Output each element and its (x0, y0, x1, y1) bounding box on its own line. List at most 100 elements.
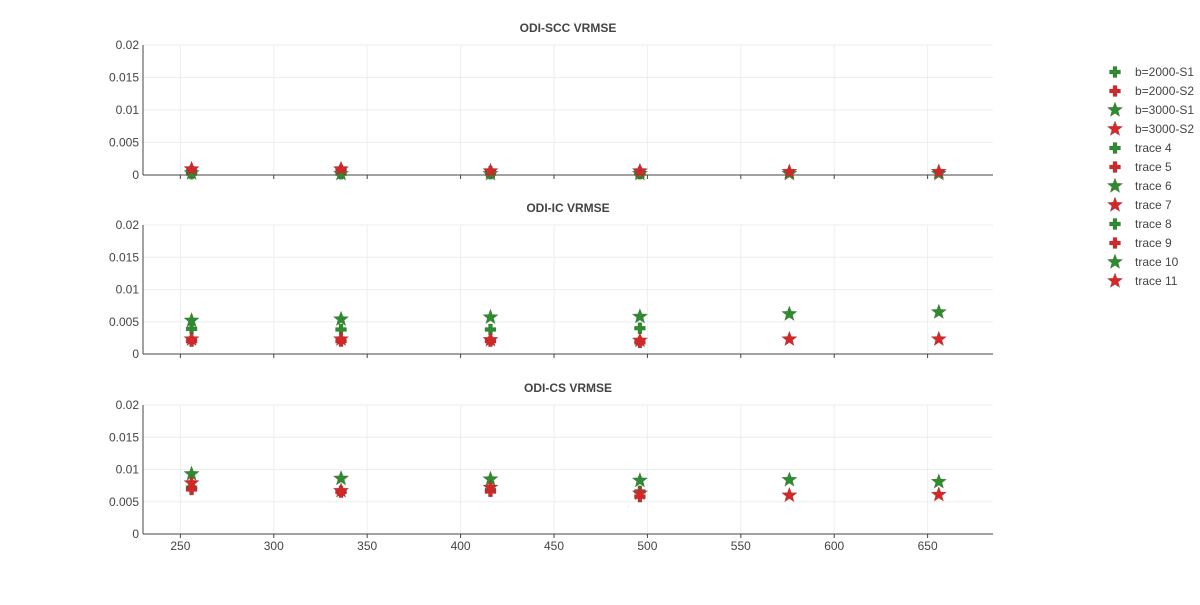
legend-label: b=3000-S1 (1135, 103, 1194, 117)
y-tick-label: 0.02 (116, 398, 140, 412)
legend-item[interactable]: trace 4 (1109, 141, 1173, 155)
legend: b=2000-S1 b=2000-S2 b=3000-S1 b=3000-S2 trac… (1106, 65, 1195, 288)
data-point-star (482, 308, 499, 325)
y-tick-label: 0.02 (116, 38, 140, 52)
data-point-star (781, 163, 798, 179)
series-trace-7 (183, 330, 947, 348)
series-trace-11 (183, 474, 947, 503)
data-point-star (183, 474, 200, 490)
data-point-star (332, 482, 350, 498)
subplot-title: ODI-CS VRMSE (524, 381, 612, 395)
legend-cross-icon (1109, 218, 1121, 230)
data-point-star (781, 330, 798, 347)
data-point-star (332, 160, 350, 177)
y-tick-label: 0.005 (109, 136, 139, 150)
y-tick-label: 0.02 (116, 218, 140, 232)
x-tick-label: 400 (451, 539, 471, 553)
data-point-star (482, 478, 499, 495)
y-tick-label: 0 (132, 347, 139, 361)
data-point-star (930, 473, 947, 489)
data-point-star (930, 330, 947, 347)
x-tick-label: 550 (731, 539, 751, 553)
subplot-title: ODI-IC VRMSE (526, 201, 609, 215)
legend-star-icon (1106, 272, 1124, 288)
y-tick-label: 0.005 (109, 495, 139, 509)
y-tick-label: 0.005 (109, 315, 139, 329)
data-point-cross (634, 322, 646, 334)
legend-label: b=2000-S1 (1135, 65, 1194, 79)
data-point-star (781, 471, 798, 487)
legend-item[interactable]: trace 9 (1109, 236, 1173, 250)
legend-item[interactable]: trace 8 (1109, 217, 1173, 231)
series-b-3000-s1 (183, 164, 947, 181)
x-tick-label: 250 (170, 539, 190, 553)
legend-item[interactable]: b=3000-S2 (1106, 120, 1194, 136)
legend-star-icon (1106, 196, 1124, 212)
y-tick-label: 0.01 (116, 283, 140, 297)
data-point-cross (335, 323, 347, 336)
data-point-cross (484, 323, 497, 336)
data-point-star (930, 303, 947, 320)
legend-item[interactable]: b=3000-S1 (1106, 101, 1194, 117)
legend-label: b=3000-S2 (1135, 122, 1194, 136)
legend-item[interactable]: trace 5 (1109, 160, 1173, 174)
data-point-star (183, 330, 200, 347)
legend-label: trace 6 (1135, 179, 1172, 193)
subplot-1: 0 0.005 0.01 0.015 0.02 ODI-SCC VRMSE (109, 21, 993, 182)
x-tick-label: 450 (544, 539, 564, 553)
legend-label: trace 5 (1135, 160, 1172, 174)
legend-cross-icon (1109, 66, 1121, 78)
legend-item[interactable]: trace 11 (1106, 272, 1178, 288)
legend-item[interactable]: trace 10 (1106, 253, 1179, 269)
legend-label: trace 8 (1135, 217, 1172, 231)
x-tick-label: 300 (264, 539, 284, 553)
y-tick-label: 0.01 (116, 103, 140, 117)
x-tick-label: 650 (918, 539, 938, 553)
x-tick-label: 500 (637, 539, 657, 553)
legend-label: trace 10 (1135, 255, 1179, 269)
legend-label: trace 9 (1135, 236, 1172, 250)
y-tick-label: 0.015 (109, 71, 139, 85)
series-trace-9 (185, 483, 646, 503)
legend-cross-icon (1109, 142, 1121, 154)
data-point-star (930, 163, 947, 179)
data-point-star (482, 331, 499, 347)
data-point-star (332, 165, 350, 181)
series-b-2000-s1 (185, 168, 646, 180)
legend-label: trace 4 (1135, 141, 1172, 155)
x-tick-label: 600 (824, 539, 844, 553)
subplot-3: 250 300 350 400 450 500 550 600 650 0 0.005 0.01 0.0… (109, 381, 993, 553)
data-point-star (930, 486, 947, 502)
series-trace-8 (185, 481, 646, 498)
series-trace-6 (183, 303, 947, 328)
data-point-star (482, 162, 499, 179)
data-point-star (332, 469, 350, 486)
series-trace-4 (185, 322, 646, 336)
data-point-star (781, 486, 798, 503)
subplot-title: ODI-SCC VRMSE (520, 21, 617, 35)
legend-item[interactable]: trace 7 (1106, 196, 1172, 212)
x-tick-label: 350 (357, 539, 377, 553)
y-tick-label: 0.015 (109, 250, 139, 264)
data-point-star (332, 310, 350, 327)
legend-label: b=2000-S2 (1135, 84, 1194, 98)
data-point-star (631, 484, 649, 501)
data-point-cross (185, 323, 198, 335)
data-point-star (183, 160, 200, 177)
legend-item[interactable]: b=2000-S2 (1109, 84, 1195, 98)
legend-label: trace 7 (1135, 198, 1172, 212)
data-point-star (332, 330, 350, 347)
legend-label: trace 11 (1135, 274, 1178, 288)
legend-item[interactable]: trace 6 (1106, 177, 1172, 193)
subplot-2: 0 0.005 0.01 0.015 0.02 ODI-IC VRMSE (109, 201, 993, 361)
legend-cross-icon (1109, 161, 1121, 173)
series-trace-5 (185, 335, 646, 349)
data-point-star (631, 331, 649, 348)
legend-star-icon (1106, 101, 1124, 117)
legend-item[interactable]: b=2000-S1 (1109, 65, 1195, 79)
legend-cross-icon (1109, 85, 1121, 97)
y-tick-label: 0 (132, 527, 139, 541)
series-b-2000-s2 (185, 164, 646, 179)
